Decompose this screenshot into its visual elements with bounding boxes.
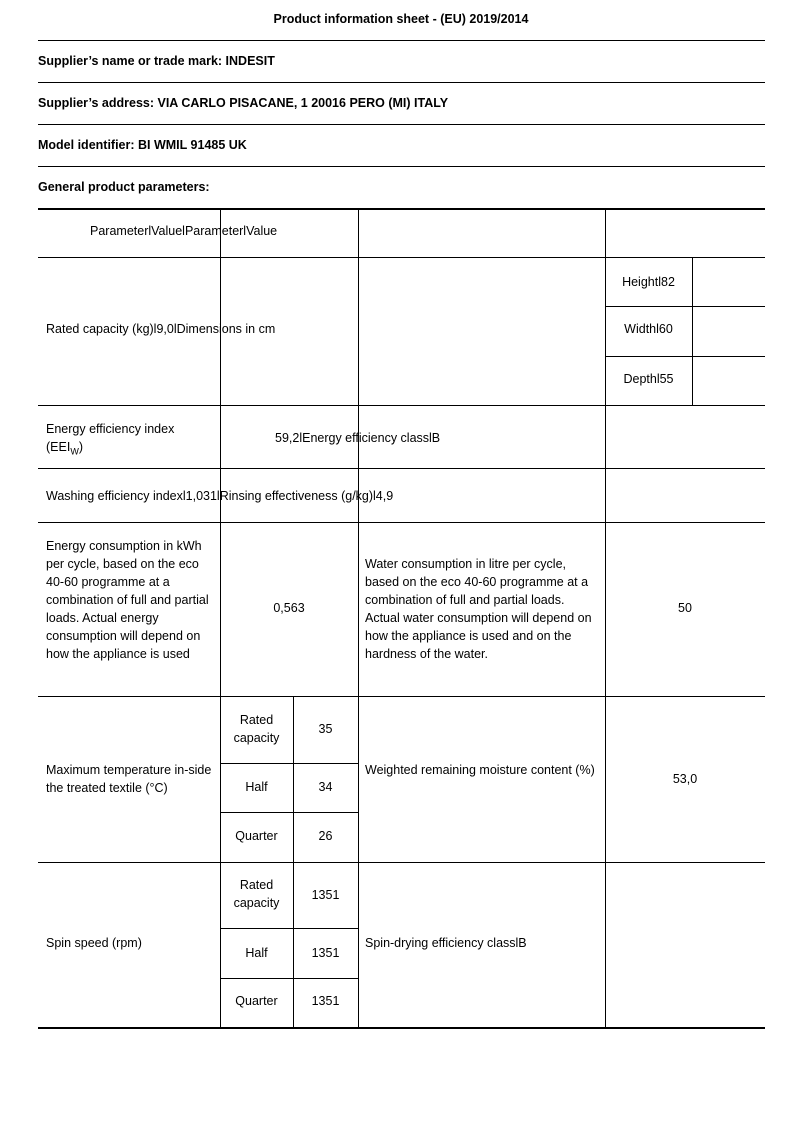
dimension-depth: Depthl55 [623, 372, 674, 386]
max-temperature-label: Maximum temperature in-side the treated … [46, 763, 212, 795]
spin-value-quarter: 1351 [311, 994, 340, 1008]
energy-consumption-value: 0,563 [273, 601, 305, 615]
spin-drying-class: Spin-drying efficiency classlB [365, 936, 527, 950]
eei-value: 59,2lEnergy efficiency classlB [275, 431, 441, 445]
spin-load-half: Half [245, 946, 268, 960]
spin-value-rated: 1351 [311, 888, 340, 902]
divider [38, 124, 765, 125]
page-title: Product information sheet - (EU) 2019/20… [273, 12, 529, 26]
supplier-address: Supplier’s address: VIA CARLO PISACANE, … [38, 96, 449, 110]
dimension-height: Heightl82 [622, 275, 675, 289]
temp-load-quarter: Quarter [235, 829, 278, 843]
spin-load-rated: Rated capacity [233, 878, 280, 910]
spin-value-half: 1351 [311, 946, 340, 960]
temp-value-quarter: 26 [318, 829, 333, 843]
temp-value-rated: 35 [318, 722, 333, 736]
spin-speed-label: Spin speed (rpm) [46, 936, 142, 950]
table-header: ParameterlValuelParameterlValue [90, 224, 278, 238]
divider [38, 40, 765, 41]
eei-label: Energy efficiency index (EEIW) [46, 422, 175, 457]
divider [38, 82, 765, 83]
water-consumption-value: 50 [678, 601, 692, 615]
temp-load-half: Half [245, 780, 268, 794]
spin-load-quarter: Quarter [235, 994, 278, 1008]
general-heading: General product parameters: [38, 180, 210, 194]
temp-load-rated: Rated capacity [233, 713, 280, 745]
energy-consumption-label: Energy consumption in kWh per cycle, bas… [46, 539, 209, 661]
temp-value-half: 34 [318, 780, 333, 794]
moisture-label: Weighted remaining moisture content (%) [365, 763, 595, 777]
dimension-width: Widthl60 [624, 322, 673, 336]
moisture-value: 53,0 [672, 772, 698, 786]
model-identifier: Model identifier: BI WMIL 91485 UK [38, 138, 247, 152]
washing-row: Washing efficiency indexl1,031lRinsing e… [46, 489, 394, 503]
supplier-name: Supplier’s name or trade mark: INDESIT [38, 54, 275, 68]
water-consumption-label: Water consumption in litre per cycle, ba… [365, 557, 592, 661]
divider [38, 166, 765, 167]
rated-capacity-row: Rated capacity (kg)l9,0lDimensions in cm [46, 322, 276, 336]
